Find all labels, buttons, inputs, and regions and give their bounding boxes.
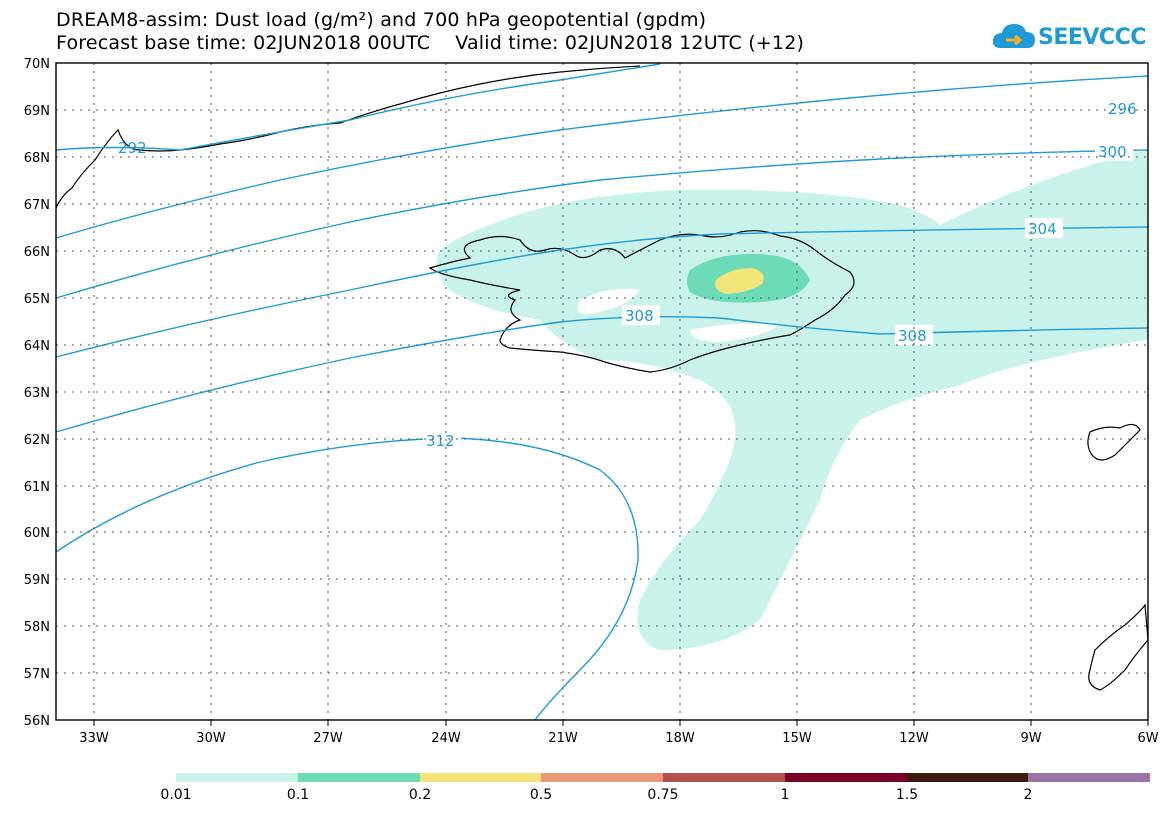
colorbar-segment (784, 773, 907, 782)
lat-label-70n: 70N (24, 57, 50, 72)
contour-296 (55, 75, 1149, 239)
lon-label-12w: 12W (899, 731, 929, 746)
contour-label-308b: 308 (898, 327, 927, 345)
dust-gap (577, 288, 640, 315)
scotland-coastline (1088, 603, 1149, 691)
colorbar-label: 1 (780, 787, 790, 803)
lat-label-57n: 57N (24, 667, 50, 682)
lon-label-24w: 24W (431, 731, 461, 746)
colorbar-segment (419, 773, 542, 782)
graticule (56, 63, 1148, 720)
colorbar-label: 2 (1023, 787, 1033, 803)
lat-label-64n: 64N (24, 339, 50, 354)
map-title: DREAM8-assim: Dust load (g/m²) and 700 h… (56, 9, 707, 31)
colorbar-segment (663, 773, 785, 782)
lat-label-66n: 66N (24, 245, 50, 260)
colorbar-label: 0.2 (408, 787, 432, 803)
faroe-coastline (1087, 423, 1141, 461)
lon-label-15w: 15W (782, 731, 812, 746)
lat-label-56n: 56N (24, 714, 50, 729)
latitude-labels: 70N 69N 68N 67N 66N 65N 64N 63N 62N 61N … (24, 57, 50, 729)
contour-label-304: 304 (1028, 220, 1057, 238)
lon-label-30w: 30W (196, 731, 226, 746)
lat-label-60n: 60N (24, 526, 50, 541)
dust-area-low (436, 150, 1149, 650)
contour-label-296: 296 (1108, 100, 1137, 118)
contour-304 (55, 226, 1149, 358)
cloud-icon (992, 24, 1035, 48)
tick-marks (93, 720, 1149, 726)
contour-300 (55, 149, 1149, 299)
lon-label-18w: 18W (665, 731, 695, 746)
longitude-labels: 33W 30W 27W 24W 21W 18W 15W 12W 9W 6W (79, 731, 1158, 746)
map-subtitle: Forecast base time: 02JUN2018 00UTC Vali… (56, 32, 805, 54)
lat-label-68n: 68N (24, 151, 50, 166)
colorbar-label: 0.5 (529, 787, 553, 803)
lat-label-69n: 69N (24, 104, 50, 119)
colorbar-segment (906, 773, 1029, 782)
colorbar-label: 1.5 (895, 787, 919, 803)
geopotential-contours (55, 63, 1149, 721)
lat-label-58n: 58N (24, 620, 50, 635)
colorbar-label: 0.1 (286, 787, 310, 803)
map-frame (55, 62, 1149, 721)
lat-label-61n: 61N (24, 480, 50, 495)
contour-label-292: 292 (118, 139, 147, 157)
coastlines (55, 65, 1149, 691)
colorbar-legend (176, 773, 1150, 782)
contour-308 (55, 315, 1149, 433)
lon-label-6w: 6W (1137, 731, 1158, 746)
colorbar-segment (1028, 773, 1150, 782)
lat-label-59n: 59N (24, 573, 50, 588)
logo-text: SEEVCCC (1038, 25, 1146, 50)
contour-312 (55, 437, 639, 721)
lon-label-21w: 21W (548, 731, 578, 746)
lat-label-67n: 67N (24, 198, 50, 213)
lat-label-62n: 62N (24, 433, 50, 448)
greenland-coastline (55, 65, 641, 209)
colorbar-segment (541, 773, 663, 782)
contour-label-308: 308 (625, 307, 654, 325)
colorbar-segment (297, 773, 420, 782)
colorbar-segment (176, 773, 298, 782)
contour-292 (55, 63, 661, 151)
lon-label-33w: 33W (79, 731, 109, 746)
lat-label-63n: 63N (24, 386, 50, 401)
dust-shading (436, 150, 1149, 650)
dust-area-high (715, 268, 764, 294)
lon-label-9w: 9W (1020, 731, 1041, 746)
colorbar-label: 0.01 (160, 787, 192, 803)
seevccc-logo: SEEVCCC (990, 18, 1160, 58)
dust-gap (690, 323, 780, 342)
contour-labels: 296 300 304 308 308 312 292 (118, 98, 1143, 450)
lat-label-65n: 65N (24, 292, 50, 307)
contour-label-312: 312 (426, 432, 455, 450)
contour-label-300: 300 (1098, 143, 1127, 161)
colorbar-label: 0.75 (647, 787, 679, 803)
lon-label-27w: 27W (313, 731, 343, 746)
